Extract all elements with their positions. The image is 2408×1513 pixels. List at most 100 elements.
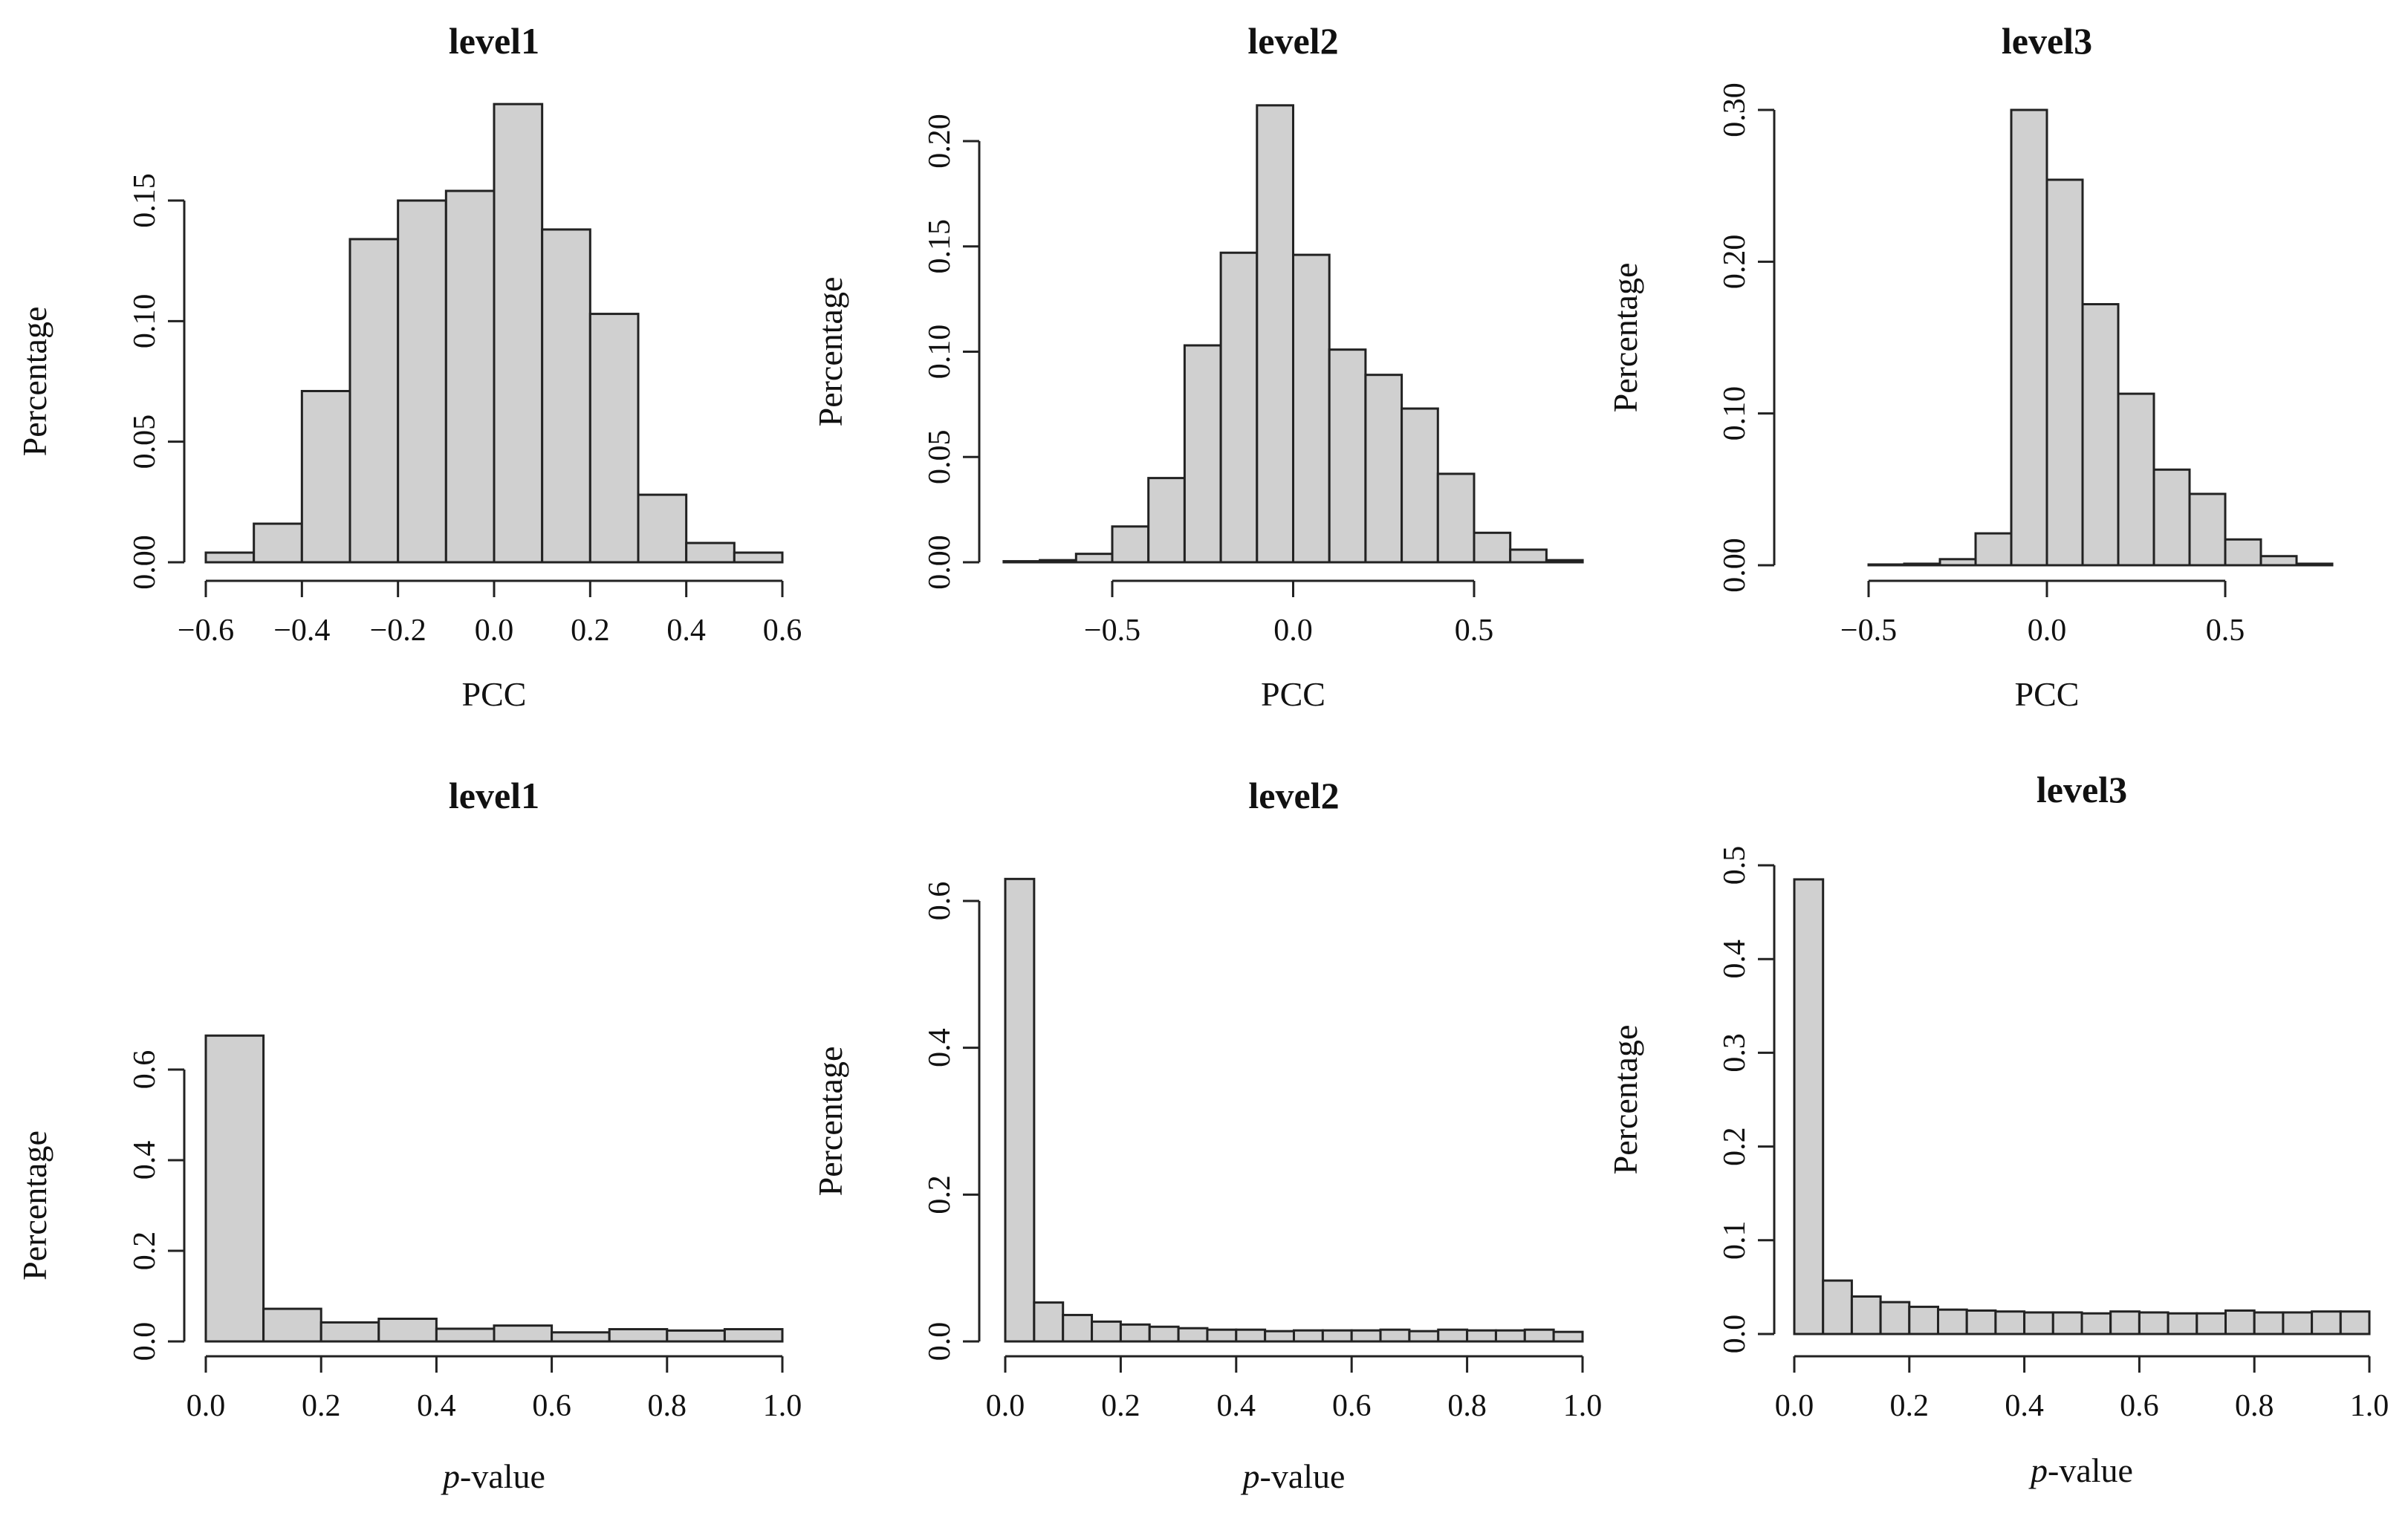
histogram-bar [1408,1330,1440,1343]
histogram-bar [2282,1311,2314,1335]
histogram-bar [204,1034,265,1343]
x-tick-label: 0.6 [763,614,802,648]
y-tick-label: 0.2 [923,1175,957,1214]
histogram-bar [1177,1327,1209,1343]
x-tick-label: 0.4 [666,614,706,648]
histogram-bar [253,522,303,564]
histogram-bar [2339,1310,2371,1335]
y-tick-label: 0.10 [128,294,162,349]
panel-title: level3 [2037,769,2127,810]
x-tick-label: 0.8 [1447,1389,1487,1423]
x-tick-label: −0.5 [1840,614,1897,648]
histogram-bar [1321,1329,1353,1343]
histogram-panel-1: −0.6 −0.4 −0.2 0.0 0.2 0.4 0.6 0.00 0.05 0.10 0.15… [16,20,802,713]
histogram-bar [397,199,447,564]
panel-title: level2 [1248,775,1339,816]
y-tick-label: 0.15 [923,219,957,274]
y-axis-label: Percentage [16,307,53,457]
y-tick-label: 0.2 [128,1231,162,1271]
y-tick-label: 0.10 [1718,386,1752,441]
x-tick-label: 0.0 [186,1389,226,1423]
y-tick-label: 0.0 [923,1322,957,1361]
x-tick-label: 0.6 [1332,1389,1372,1423]
histogram-bar [2010,108,2048,567]
histogram-bar [1850,1295,1882,1335]
histogram-bar [666,1329,726,1343]
histogram-bar [1473,531,1512,564]
x-axis-label-italic: p [441,1457,460,1495]
histogram-panel-5: 0.0 0.2 0.4 0.6 0.8 1.0 0.0 0.2 0.4 0.6 level2 p-va… [811,775,1602,1495]
x-tick-label: 0.0 [986,1389,1025,1423]
histogram-bar [1328,348,1367,564]
histogram-bar [1039,559,1077,564]
histogram-bar [1908,1305,1940,1335]
histogram-bar [1793,878,1825,1335]
histogram-bar [1822,1279,1853,1335]
histogram-bar [493,1324,554,1343]
x-tick-label: 0.2 [302,1389,341,1423]
panel-title: level1 [449,775,539,816]
histogram-panel-2: −0.5 0.0 0.5 0.00 0.05 0.10 0.15 0.20 level2 PCC P… [811,20,1584,713]
histogram-bar [1509,548,1548,564]
histogram-bar [1206,1328,1238,1343]
histogram-bar [1523,1328,1555,1343]
y-axis-label: Percentage [811,277,849,427]
histogram-bar [262,1307,322,1343]
histogram-bar [2051,1311,2083,1335]
y-tick-label: 0.5 [1718,846,1752,885]
x-tick-label: 0.5 [1455,614,1494,648]
x-tick-label: 0.2 [1890,1389,1930,1423]
histogram-panel-3: −0.5 0.0 0.5 0.00 0.10 0.20 0.30 level3 PCC Perce… [1606,20,2334,713]
histogram-bar [1879,1301,1911,1335]
x-tick-label: 0.2 [1101,1389,1140,1423]
histogram-bar [608,1328,669,1343]
y-tick-label: 0.15 [128,173,162,228]
histogram-bar [541,228,591,564]
x-axis-label: p-value [1241,1457,1346,1495]
y-axis-label: Percentage [16,1130,53,1281]
histogram-bar [2080,1312,2112,1335]
histogram-bar [2295,562,2334,567]
y-tick-label: 0.05 [923,430,957,485]
histogram-bar [1401,407,1439,564]
y-tick-label: 0.0 [128,1322,162,1361]
y-tick-label: 0.30 [1718,82,1752,137]
x-tick-label: 0.0 [2028,614,2067,648]
histogram-bar [1119,1323,1151,1343]
panel-title: level3 [2002,20,2092,62]
y-tick-label: 0.00 [1718,538,1752,593]
x-tick-label: 0.8 [2235,1389,2274,1423]
histogram-bar [1147,477,1186,564]
x-tick-label: 0.4 [2005,1389,2044,1423]
y-tick-label: 0.00 [923,535,957,590]
x-tick-label: 1.0 [1563,1389,1603,1423]
histogram-bar [2081,303,2120,567]
x-axis-label: PCC [2015,675,2080,713]
histogram-bar [2045,178,2084,567]
histogram-bar [1256,104,1295,564]
histogram-bar [1004,877,1036,1343]
x-tick-label: 0.2 [571,614,610,648]
x-tick-label: 0.8 [648,1389,687,1423]
x-axis-label-rest: -value [2048,1451,2133,1489]
histogram-bar [2224,1309,2256,1335]
x-tick-label: 1.0 [763,1389,802,1423]
histogram-bar [444,189,496,564]
histogram-bar [723,1328,784,1343]
y-axis-label: Percentage [1606,1025,1644,1175]
x-axis-label-italic: p [2028,1451,2048,1489]
histogram-bar [1552,1330,1584,1343]
histogram-bar [493,103,544,564]
histogram-bar [2196,1312,2227,1335]
histogram-bar [1364,374,1403,564]
histogram-panel-4: 0.0 0.2 0.4 0.6 0.8 1.0 0.0 0.2 0.4 0.6 level1 p-va… [16,775,802,1495]
histogram-bar [300,389,351,564]
histogram-bar [1350,1329,1382,1343]
y-tick-label: 0.1 [1718,1221,1752,1260]
histogram-bar [1974,532,2013,567]
x-axis-label: PCC [462,675,527,713]
x-tick-label: 0.4 [1217,1389,1256,1423]
histogram-panel-6: 0.0 0.2 0.4 0.6 0.8 1.0 0.0 0.1 0.2 0.3 0.4 0.5 leve… [1606,769,2389,1489]
y-tick-label: 0.0 [1718,1315,1752,1354]
